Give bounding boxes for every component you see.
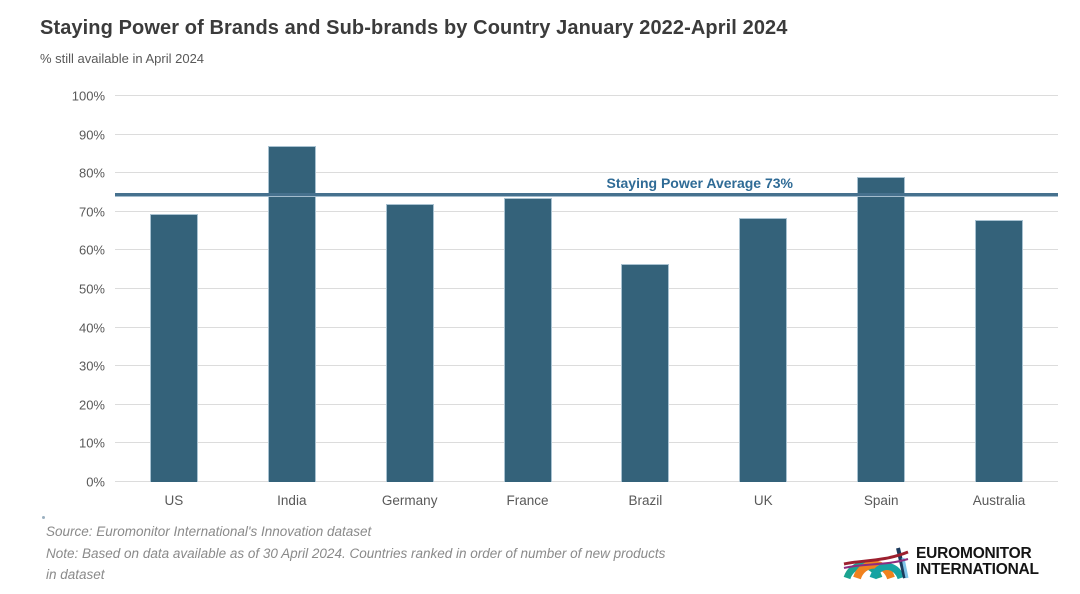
bars-row: [115, 96, 1058, 482]
y-tick-label: 70%: [78, 204, 105, 220]
y-tick-label: 0%: [86, 474, 105, 490]
bar-germany: [385, 204, 434, 482]
x-tick-label-uk: UK: [753, 493, 773, 508]
bar-us: [149, 213, 198, 482]
plot-area: Staying Power Average 73% US India Germany…: [115, 95, 1058, 508]
bar-slot-brazil: [587, 96, 705, 482]
gridline: [115, 442, 1058, 444]
gridline: [115, 288, 1058, 289]
footer-notes: Source: Euromonitor International's Inno…: [46, 521, 826, 586]
gridline: [115, 249, 1058, 251]
gridline: [115, 172, 1058, 174]
gridline: [115, 95, 1058, 96]
stray-mark: [42, 516, 45, 519]
gridline: [115, 403, 1058, 405]
y-tick-label: 80%: [78, 165, 105, 181]
bar-spain: [857, 177, 906, 482]
x-tick-label-india: India: [277, 493, 307, 508]
average-line-label: Staying Power Average 73%: [606, 175, 793, 192]
y-tick-label: 20%: [78, 397, 105, 413]
bar-brazil: [621, 263, 670, 482]
y-tick-label: 30%: [78, 358, 105, 374]
x-axis: US India Germany France Brazil UK Spain Austral…: [115, 493, 1058, 508]
x-tick-label-france: France: [506, 493, 549, 508]
gridline: [115, 481, 1058, 482]
y-tick-label: 100%: [71, 88, 105, 104]
y-tick-label: 40%: [78, 320, 105, 336]
bar-india: [267, 146, 316, 482]
y-tick-label: 90%: [78, 127, 105, 143]
chart-title: Staying Power of Brands and Sub-brands b…: [40, 17, 788, 39]
note-text-line-1: Note: Based on data available as of 30 A…: [46, 545, 666, 561]
x-tick-label-brazil: Brazil: [628, 493, 663, 508]
note-text-line-2: in dataset: [46, 567, 105, 582]
bar-slot-us: [115, 96, 233, 482]
bar-slot-australia: [940, 96, 1058, 482]
euromonitor-arches-icon: [843, 536, 909, 587]
y-tick-label: 50%: [78, 281, 105, 297]
chart-subtitle: % still available in April 2024: [40, 51, 205, 66]
bar-slot-germany: [351, 96, 469, 482]
bar-uk: [739, 217, 788, 482]
x-tick-label-us: US: [164, 493, 184, 508]
logo-text: EUROMONITOR INTERNATIONAL: [916, 544, 1039, 578]
bar-slot-india: [233, 96, 351, 482]
gridline: [115, 365, 1058, 367]
x-tick-label-germany: Germany: [381, 493, 438, 508]
logo-text-line-1: EUROMONITOR: [916, 544, 1032, 562]
bar-slot-spain: [822, 96, 940, 482]
y-tick-label: 60%: [78, 242, 105, 258]
euromonitor-logo: EUROMONITOR INTERNATIONAL: [843, 536, 1039, 587]
gridline: [115, 210, 1058, 212]
source-text: Source: Euromonitor International's Inno…: [46, 524, 372, 539]
gridline: [115, 326, 1058, 328]
bar-australia: [975, 219, 1024, 482]
logo-text-line-2: INTERNATIONAL: [916, 560, 1039, 578]
bar-slot-france: [469, 96, 587, 482]
bar-france: [503, 198, 552, 482]
bar-slot-uk: [704, 96, 822, 482]
gridline: [115, 133, 1058, 135]
average-line: [115, 193, 1058, 198]
x-tick-label-spain: Spain: [863, 493, 899, 508]
y-axis: 0% 10% 20% 30% 40% 50% 60% 70% 80% 90% 100%: [55, 89, 105, 490]
x-tick-label-australia: Australia: [972, 493, 1026, 508]
y-tick-label: 10%: [78, 435, 105, 451]
